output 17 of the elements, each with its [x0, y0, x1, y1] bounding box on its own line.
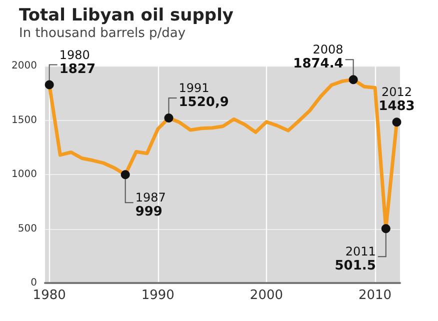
y-tick-label: 1000	[12, 169, 37, 180]
annotation: 2011 501.5	[334, 244, 376, 274]
annotation: 2008 1874.4	[293, 42, 344, 72]
y-tick-label: 0	[30, 278, 37, 288]
y-tick-label: 2000	[12, 60, 37, 72]
x-tick-label: 1990	[141, 288, 174, 303]
y-tick-label: 500	[18, 223, 37, 234]
x-tick-label: 1980	[32, 288, 66, 303]
x-tick-label: 2010	[358, 288, 392, 303]
annotation: 1987 999	[135, 190, 166, 220]
annotation: 1991 1520,9	[178, 80, 229, 110]
y-tick-label: 1500	[12, 114, 37, 126]
chart-subtitle: In thousand barrels p/day	[19, 26, 186, 41]
chart-title: Total Libyan oil supply	[19, 6, 234, 26]
annotation: 2012 1483	[378, 85, 415, 114]
x-tick-label: 2000	[250, 288, 284, 303]
annotation: 1980 1827	[59, 48, 96, 77]
